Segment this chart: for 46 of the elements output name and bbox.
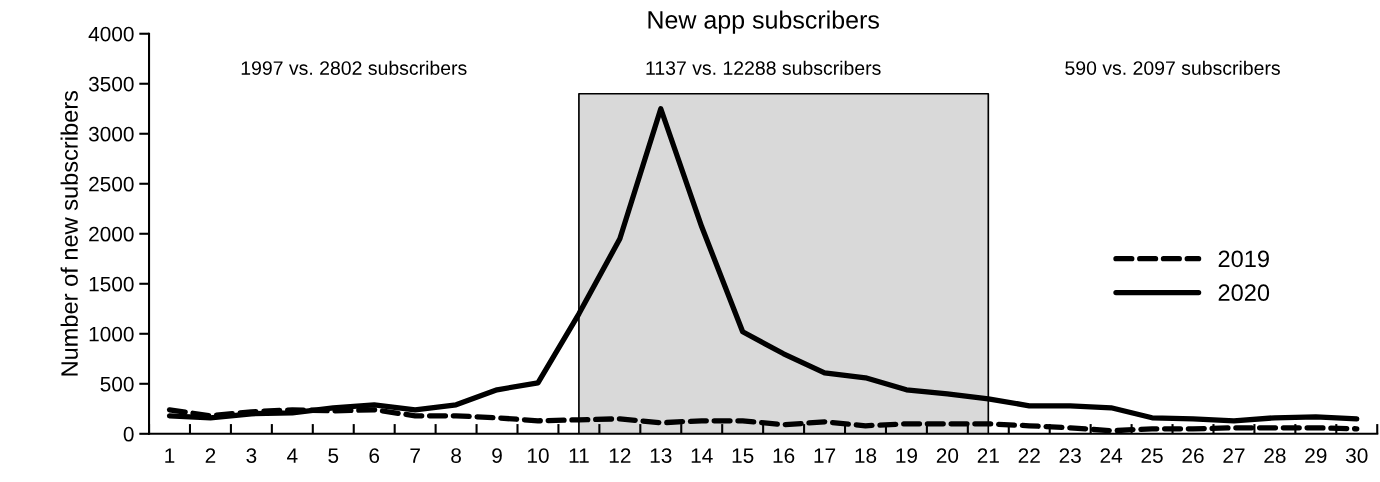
x-tick-label: 11 bbox=[569, 448, 589, 463]
y-axis-title: Number of new subscribers bbox=[60, 90, 78, 376]
x-tick-label: 13 bbox=[650, 448, 672, 463]
x-tick-label: 9 bbox=[492, 448, 502, 463]
y-tick-label: 3000 bbox=[88, 126, 134, 142]
y-tick-label: 2500 bbox=[89, 176, 134, 192]
x-tick-label: 2 bbox=[205, 448, 216, 463]
legend-label: 2019 bbox=[1218, 250, 1269, 268]
y-tick-label: 0 bbox=[123, 426, 134, 442]
x-tick-label: 17 bbox=[814, 448, 836, 463]
legend-label: 2020 bbox=[1218, 284, 1270, 302]
x-tick-label: 23 bbox=[1059, 448, 1081, 463]
x-tick-label: 30 bbox=[1345, 448, 1368, 463]
y-tick-label: 3500 bbox=[88, 76, 134, 92]
x-tick-label: 3 bbox=[246, 448, 257, 463]
x-tick-label: 29 bbox=[1305, 448, 1327, 463]
x-tick-label: 22 bbox=[1018, 448, 1040, 463]
x-tick-label: 16 bbox=[773, 448, 795, 463]
x-tick-label: 20 bbox=[936, 448, 959, 463]
x-tick-label: 6 bbox=[369, 448, 380, 463]
annotation: 590 vs. 2097 subscribers bbox=[1065, 60, 1280, 75]
x-tick-label: 15 bbox=[732, 448, 754, 463]
x-tick-label: 14 bbox=[691, 448, 713, 463]
x-tick-label: 27 bbox=[1223, 448, 1245, 463]
x-tick-label: 21 bbox=[977, 448, 999, 463]
y-tick-label: 500 bbox=[100, 376, 134, 392]
chart-title: New app subscribers bbox=[648, 10, 879, 34]
x-tick-label: 24 bbox=[1100, 448, 1123, 463]
x-tick-label: 10 bbox=[527, 448, 549, 463]
x-tick-label: 28 bbox=[1264, 448, 1286, 463]
x-tick-label: 18 bbox=[855, 448, 877, 463]
x-tick-label: 5 bbox=[328, 448, 339, 463]
x-tick-label: 26 bbox=[1182, 448, 1204, 463]
annotation: 1137 vs. 12288 subscribers bbox=[646, 60, 881, 75]
y-tick-label: 4000 bbox=[88, 26, 134, 42]
y-tick-label: 1500 bbox=[89, 276, 134, 292]
y-tick-label: 1000 bbox=[89, 326, 134, 342]
x-tick-label: 1 bbox=[165, 448, 175, 463]
x-tick-label: 4 bbox=[287, 448, 298, 463]
y-tick-label: 2000 bbox=[89, 226, 134, 242]
x-tick-label: 7 bbox=[410, 448, 420, 463]
annotation: 1997 vs. 2802 subscribers bbox=[241, 60, 467, 75]
x-tick-label: 8 bbox=[451, 448, 461, 463]
x-tick-label: 12 bbox=[609, 448, 631, 463]
x-tick-label: 25 bbox=[1141, 448, 1163, 463]
x-tick-label: 19 bbox=[896, 448, 918, 463]
